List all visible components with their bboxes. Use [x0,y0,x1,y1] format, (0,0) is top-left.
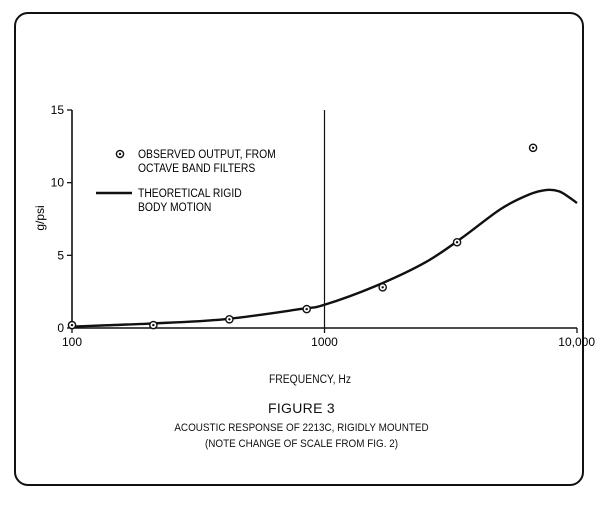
figure-caption-line-1: ACOUSTIC RESPONSE OF 2213C, RIGIDLY MOUN… [174,422,429,434]
observed-point-dot [305,307,308,311]
figure-number: FIGURE 3 [268,400,335,416]
observed-point [378,283,387,292]
observed-point-dot [70,323,74,327]
chart: 0 5 10 15 100 1000 10,000 OBSERVED OUTPUT, FRO… [33,103,596,349]
y-tick-label: 15 [51,103,65,117]
y-axis-title: g/psi [33,205,47,230]
observed-point [225,314,234,324]
y-tick-label: 10 [51,176,65,190]
observed-point-dot [455,241,459,244]
legend-label-theoretical: THEORETICAL RIGID BODY MOTION [138,188,242,215]
plot-area [71,110,577,329]
x-tick-label: 1000 [311,335,338,349]
tick-labels: 0 5 10 15 100 1000 10,000 [51,103,596,349]
observed-point [67,320,77,330]
observed-point [528,143,538,153]
legend: OBSERVED OUTPUT, FROM OCTAVE BAND FILTERS… [96,149,276,215]
observed-point-dot [152,323,155,327]
y-tick-label: 0 [57,321,64,335]
y-tick-label: 5 [57,248,64,262]
series-theoretical-line [71,188,578,328]
x-axis-title: FREQUENCY, Hz [268,374,352,386]
figure-frame [14,12,584,486]
observed-point [302,304,311,314]
observed-point-dot [381,286,384,289]
figure-caption-line-2: (NOTE CHANGE OF SCALE FROM FIG. 2) [204,438,399,450]
observed-point [452,237,462,247]
legend-marker-observed-dot [118,152,122,156]
observed-point-dot [228,318,231,321]
x-tick-label: 10,000 [558,335,595,349]
observed-point-dot [531,146,535,149]
legend-label-observed: OBSERVED OUTPUT, FROM OCTAVE BAND FILTERS [138,149,276,176]
x-tick-label: 100 [62,335,82,349]
observed-point [149,320,158,330]
axis-ticks [67,109,578,333]
series-layer [67,143,578,330]
